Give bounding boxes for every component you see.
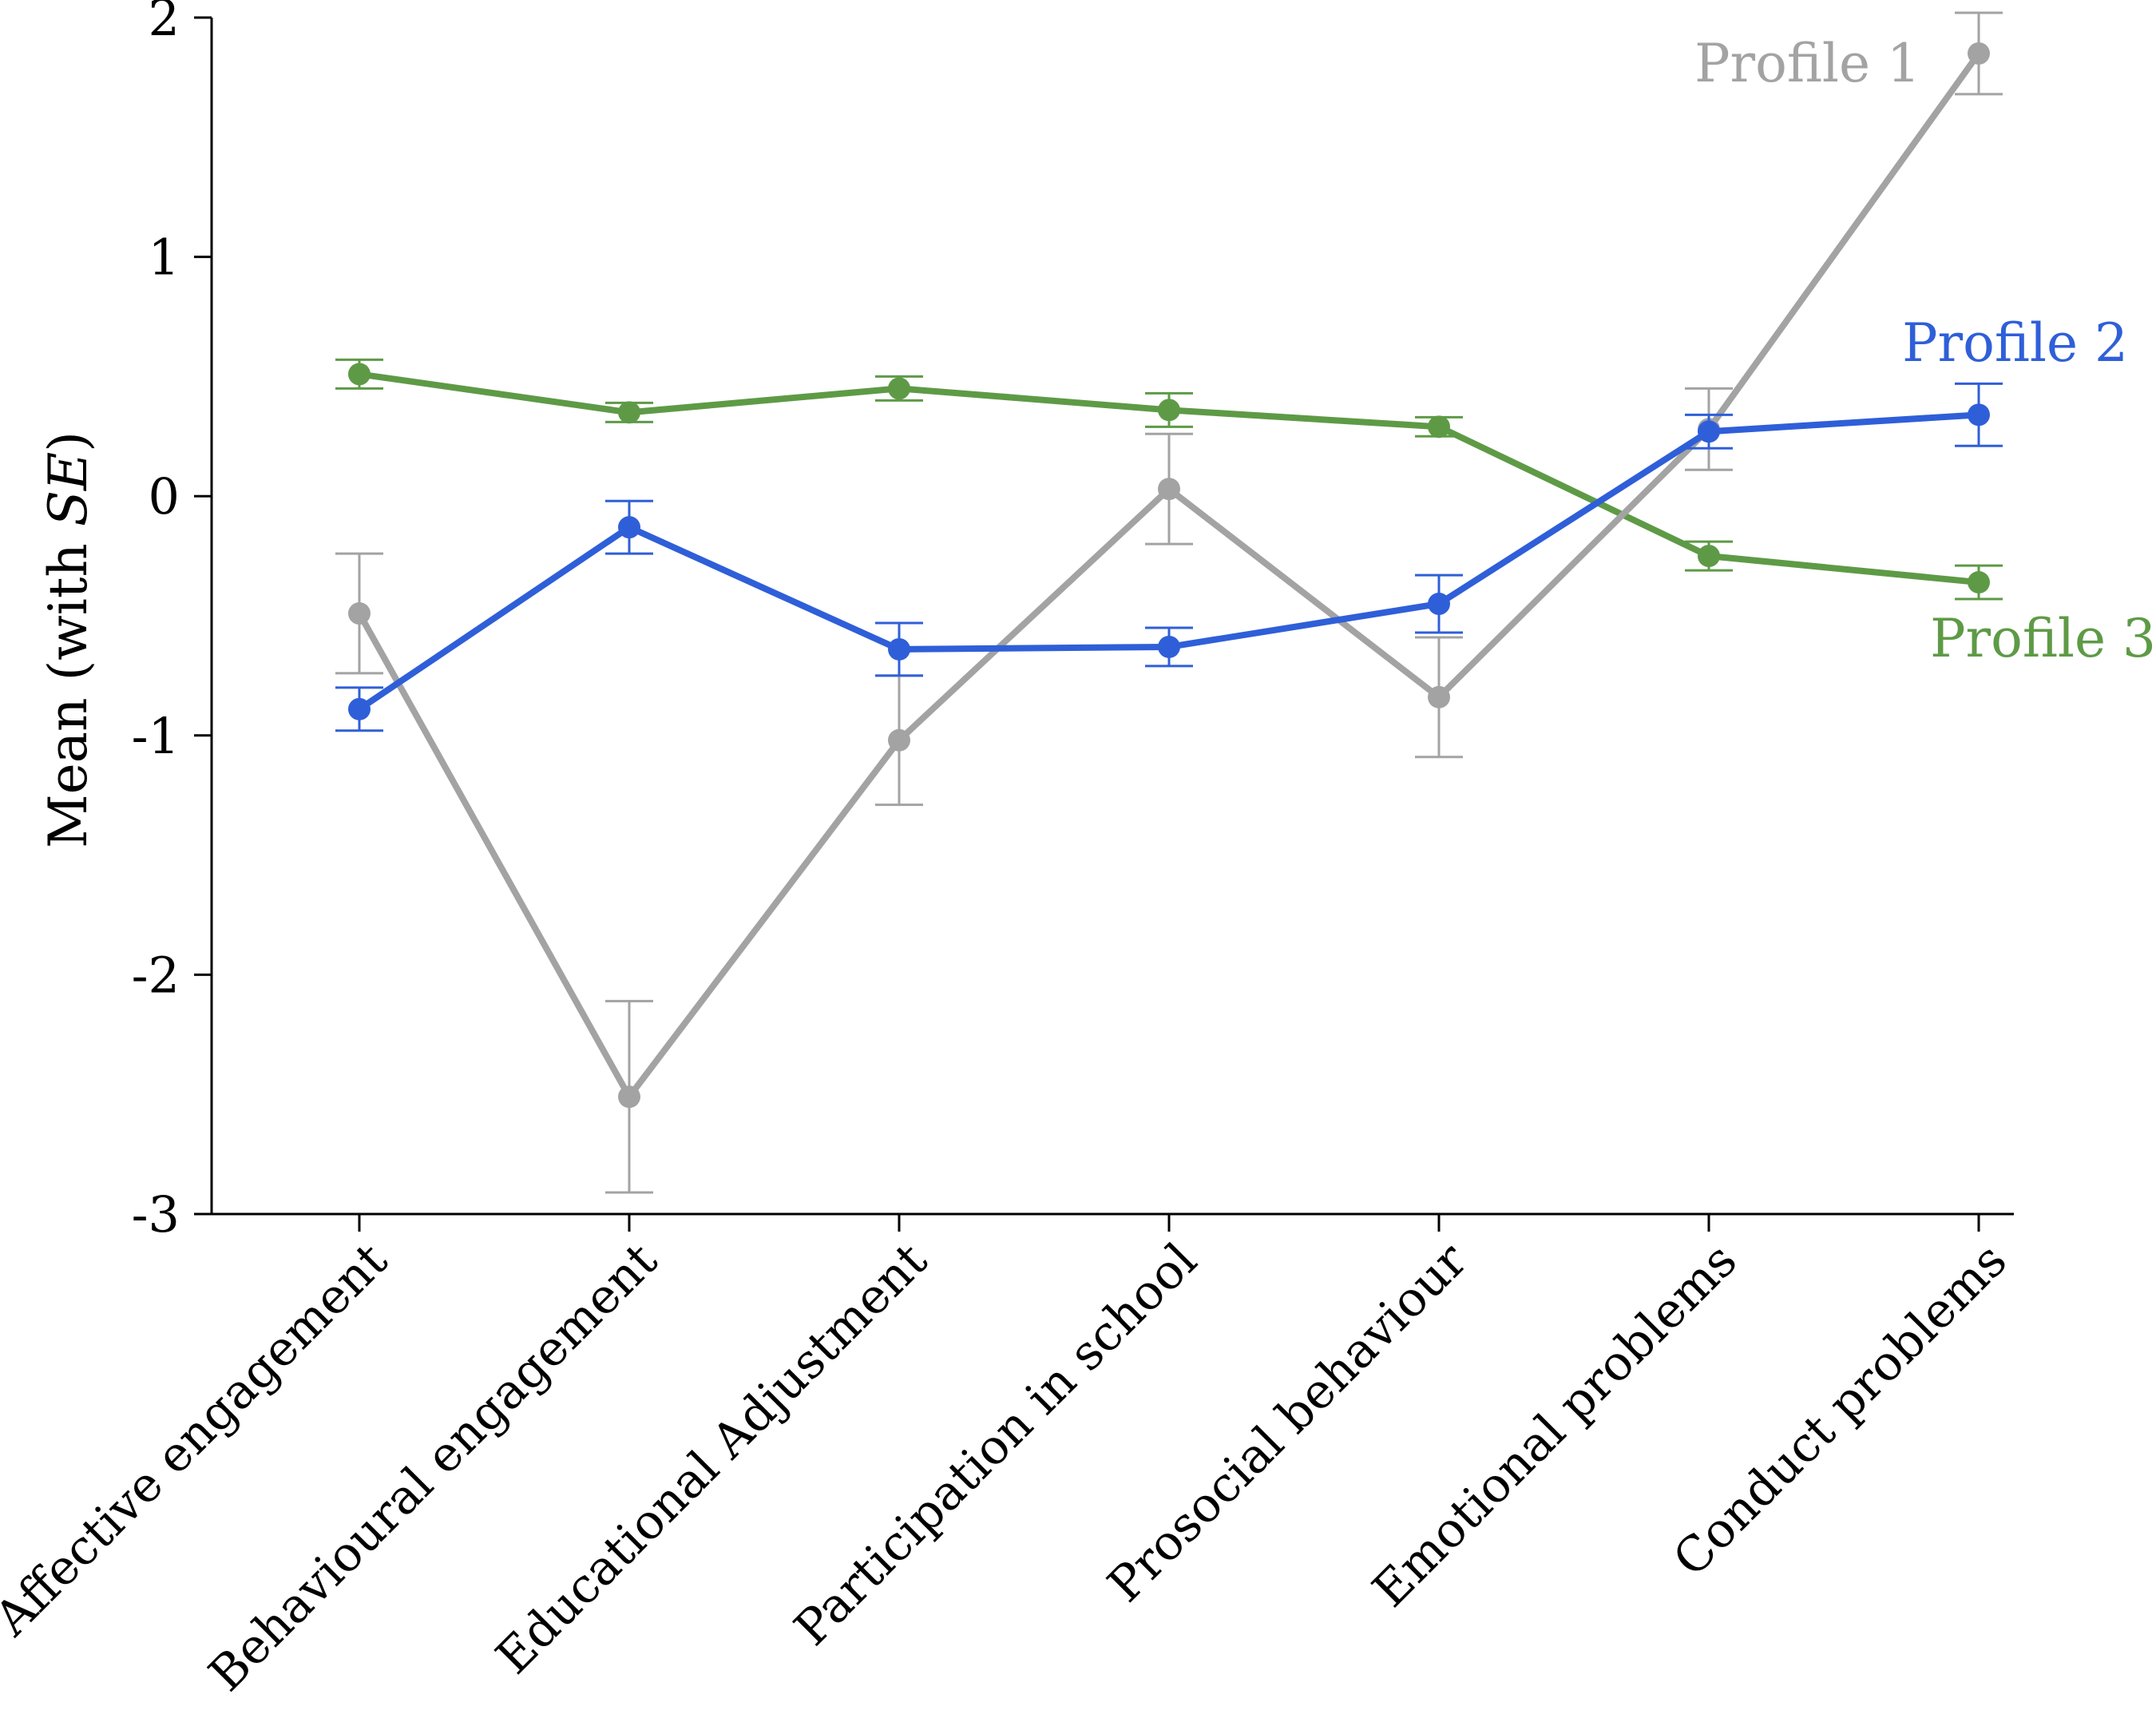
data-point (348, 602, 371, 625)
data-point (1968, 571, 1990, 594)
data-point (1158, 635, 1180, 658)
data-point (618, 401, 640, 424)
data-point (1428, 685, 1450, 708)
series-profile-3 (335, 358, 2003, 601)
series-label: Profile 2 (1902, 312, 2128, 374)
data-point (1428, 415, 1450, 438)
series-profile-2 (335, 382, 2003, 732)
data-point (1158, 399, 1180, 422)
data-point (1698, 420, 1720, 443)
y-axis-title: Mean (with SE) (38, 431, 99, 848)
data-point (1428, 593, 1450, 616)
data-point (888, 728, 910, 752)
series-label: Profile 1 (1694, 33, 1920, 94)
data-point (348, 363, 371, 386)
data-point (1968, 42, 1990, 65)
series-layer (335, 11, 2003, 1194)
data-point (888, 637, 910, 661)
series-labels: Profile 1 Profile 2 Profile 3 (1694, 33, 2156, 669)
y-tick-label: -1 (132, 707, 180, 765)
y-tick-label: -2 (132, 946, 180, 1004)
x-tick-label: Behavioural engagement (198, 1232, 668, 1702)
axes (210, 18, 2014, 1216)
data-point (888, 377, 910, 400)
y-tick-label: -3 (132, 1185, 180, 1244)
y-tick-label: 1 (149, 228, 180, 287)
y-tick-label: 2 (149, 0, 180, 47)
data-point (348, 697, 371, 720)
data-point (1158, 478, 1180, 501)
data-point (1968, 403, 1990, 427)
y-tick-label: 0 (149, 467, 180, 526)
data-point (618, 1085, 640, 1109)
series-label: Profile 3 (1930, 608, 2156, 669)
x-tick-label: Educational Adjustment (485, 1232, 938, 1685)
data-point (618, 516, 640, 539)
series-line (356, 51, 1982, 1101)
data-point (1698, 545, 1720, 568)
series-profile-1 (335, 11, 2003, 1194)
y-ticks: -3 -2 -1 0 1 2 (132, 0, 212, 1244)
